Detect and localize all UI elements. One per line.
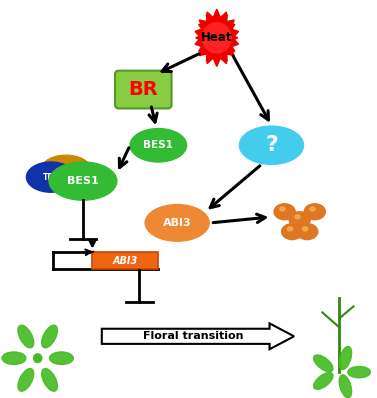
Ellipse shape (49, 352, 73, 365)
Ellipse shape (297, 224, 318, 240)
Polygon shape (195, 9, 239, 66)
Ellipse shape (280, 207, 285, 211)
Polygon shape (102, 323, 294, 349)
Ellipse shape (302, 227, 308, 231)
Ellipse shape (42, 325, 57, 348)
Text: BES1: BES1 (67, 176, 99, 186)
Ellipse shape (314, 355, 333, 372)
Ellipse shape (145, 205, 209, 241)
Ellipse shape (287, 227, 293, 231)
Ellipse shape (314, 373, 333, 389)
Ellipse shape (49, 162, 117, 200)
Text: BR: BR (129, 80, 158, 99)
Text: HDA19: HDA19 (53, 166, 79, 172)
Text: ABI3: ABI3 (113, 256, 138, 266)
Ellipse shape (304, 204, 325, 220)
Ellipse shape (130, 129, 187, 162)
Ellipse shape (348, 367, 371, 378)
Ellipse shape (239, 126, 303, 164)
Ellipse shape (18, 369, 34, 391)
Ellipse shape (295, 215, 300, 219)
Text: Floral transition: Floral transition (143, 331, 244, 341)
Ellipse shape (289, 212, 310, 228)
Ellipse shape (339, 346, 352, 369)
FancyBboxPatch shape (92, 252, 158, 269)
Ellipse shape (274, 204, 295, 220)
FancyBboxPatch shape (115, 71, 172, 108)
Ellipse shape (41, 155, 90, 183)
Text: Heat: Heat (201, 31, 233, 44)
Ellipse shape (26, 162, 75, 192)
Ellipse shape (18, 325, 34, 348)
Ellipse shape (42, 369, 57, 391)
Ellipse shape (282, 224, 303, 240)
Text: ?: ? (265, 135, 278, 155)
Circle shape (34, 354, 42, 363)
Polygon shape (196, 11, 238, 65)
Text: BES1: BES1 (143, 140, 173, 150)
Ellipse shape (2, 352, 26, 365)
Text: TPL: TPL (43, 173, 59, 181)
Text: ABI3: ABI3 (163, 218, 192, 228)
Ellipse shape (339, 375, 352, 398)
Ellipse shape (310, 207, 315, 211)
Circle shape (202, 23, 231, 53)
